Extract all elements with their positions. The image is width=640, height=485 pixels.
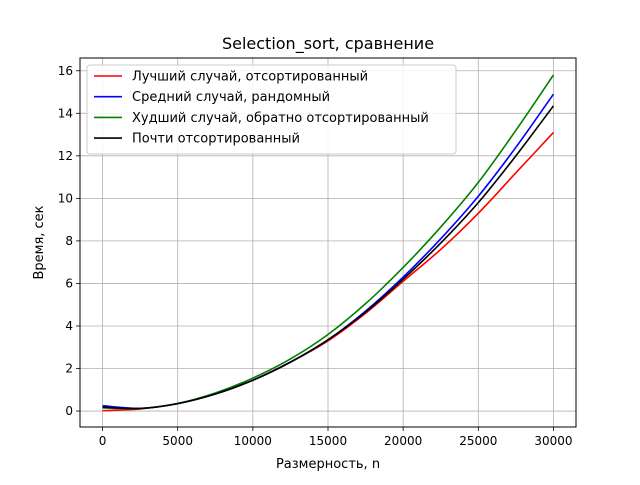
y-tick-label: 2 bbox=[65, 362, 73, 376]
y-tick-label: 10 bbox=[58, 191, 73, 205]
x-tick-label: 10000 bbox=[234, 434, 272, 448]
legend-label-4: Почти отсортированный bbox=[132, 132, 300, 147]
y-tick-label: 4 bbox=[65, 319, 73, 333]
legend-label-2: Средний случай, рандомный bbox=[132, 90, 330, 105]
legend: Лучший случай, отсортированный Средний сл… bbox=[86, 64, 457, 155]
ticks: 0 5000 10000 15000 20000 25000 30000 0 2 4 6 8 10 12 1… bbox=[58, 64, 573, 448]
legend-label-3: Худший случай, обратно отсортированный bbox=[132, 111, 429, 126]
x-tick-label: 25000 bbox=[459, 434, 497, 448]
y-axis-label: Время, сек bbox=[32, 205, 47, 279]
chart-title: Selection_sort, сравнение bbox=[222, 34, 434, 54]
x-axis-label: Размерность, n bbox=[276, 457, 380, 472]
y-tick-label: 16 bbox=[58, 64, 73, 78]
y-tick-label: 8 bbox=[65, 234, 73, 248]
y-tick-label: 12 bbox=[58, 149, 73, 163]
x-tick-label: 20000 bbox=[384, 434, 422, 448]
legend-label-1: Лучший случай, отсортированный bbox=[132, 70, 368, 85]
y-tick-label: 0 bbox=[65, 404, 73, 418]
x-tick-label: 30000 bbox=[534, 434, 572, 448]
plot-lines bbox=[102, 74, 555, 412]
series-line-4 bbox=[102, 105, 555, 410]
x-tick-label: 5000 bbox=[162, 434, 193, 448]
x-tick-label: 15000 bbox=[309, 434, 347, 448]
x-tick-label: 0 bbox=[99, 434, 107, 448]
y-tick-label: 14 bbox=[58, 106, 73, 120]
y-tick-label: 6 bbox=[65, 276, 73, 290]
legend-box bbox=[86, 64, 457, 155]
